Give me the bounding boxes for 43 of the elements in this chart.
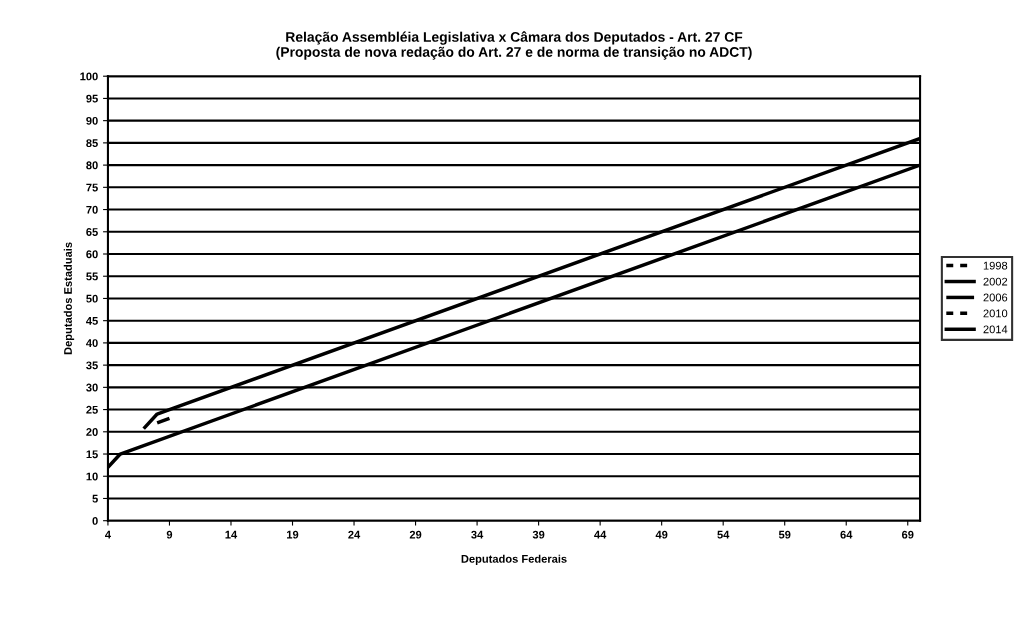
y-tick-label: 75: [86, 183, 98, 192]
y-axis-title: Deputados Estaduais: [63, 242, 75, 355]
legend-label: 2006: [983, 293, 1008, 302]
y-tick-label: 45: [86, 317, 98, 325]
legend-label: 2014: [983, 325, 1008, 334]
x-tick-label: 14: [225, 530, 238, 539]
y-tick-label: 65: [86, 228, 98, 236]
y-tick-label: 5: [92, 494, 98, 503]
x-tick-label: 44: [594, 530, 607, 539]
y-tick-label: 85: [86, 139, 98, 148]
x-tick-label: 49: [655, 530, 668, 539]
y-tick-label: 60: [86, 250, 98, 259]
x-tick-label: 9: [166, 530, 173, 539]
x-tick-label: 59: [778, 530, 791, 539]
y-tick-label: 0: [92, 516, 98, 525]
y-tick-label: 90: [86, 116, 98, 125]
x-tick-label: 24: [348, 530, 361, 539]
legend-label: 1998: [983, 261, 1008, 270]
y-tick-label: 70: [86, 205, 98, 214]
x-tick-label: 19: [287, 530, 299, 539]
x-tick-label: 39: [532, 530, 545, 539]
y-tick-label: 25: [86, 405, 98, 414]
x-tick-label: 54: [717, 530, 730, 539]
y-tick-label: 100: [80, 72, 98, 81]
x-axis-title: Deputados Federais: [461, 554, 567, 566]
y-tick-label: 15: [86, 450, 98, 459]
y-tick-label: 10: [86, 472, 98, 481]
x-tick-label: 64: [840, 530, 853, 539]
y-tick-label: 40: [86, 339, 98, 348]
legend-label: 2010: [983, 309, 1008, 318]
y-tick-label: 95: [86, 94, 98, 103]
x-tick-label: 4: [105, 530, 111, 539]
y-tick-label: 80: [86, 161, 98, 170]
x-tick-label: 34: [471, 530, 484, 539]
y-tick-label: 55: [86, 272, 98, 281]
x-tick-label: 29: [409, 530, 422, 539]
legend-label: 2002: [983, 277, 1008, 286]
x-tick-label: 69: [901, 530, 914, 539]
chart-title: Relação Assembléia Legislativa x Câmara dos Deputados - Art. 27 CF (Proposta de nova redação do Art. 27 e de norma de transição no ADCT): [276, 31, 752, 60]
y-tick-label: 20: [86, 428, 98, 436]
y-tick-label: 30: [86, 383, 98, 392]
y-tick-label: 50: [86, 294, 98, 303]
y-tick-label: 35: [86, 361, 98, 370]
